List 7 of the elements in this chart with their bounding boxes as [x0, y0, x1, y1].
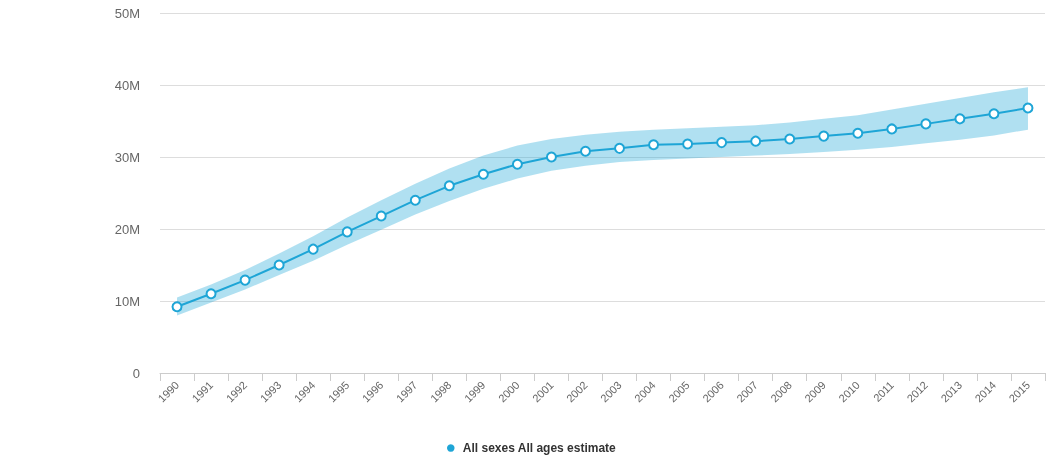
y-tick-label: 40M: [114, 77, 140, 93]
y-tick-label: 10M: [114, 293, 140, 309]
y-tick-label: 0: [132, 365, 140, 381]
y-tick-label: 20M: [114, 221, 140, 237]
y-tick-label: 30M: [114, 149, 140, 165]
y-tick-label: 50M: [114, 5, 140, 21]
text: All sexes All ages estimate: [462, 441, 617, 455]
